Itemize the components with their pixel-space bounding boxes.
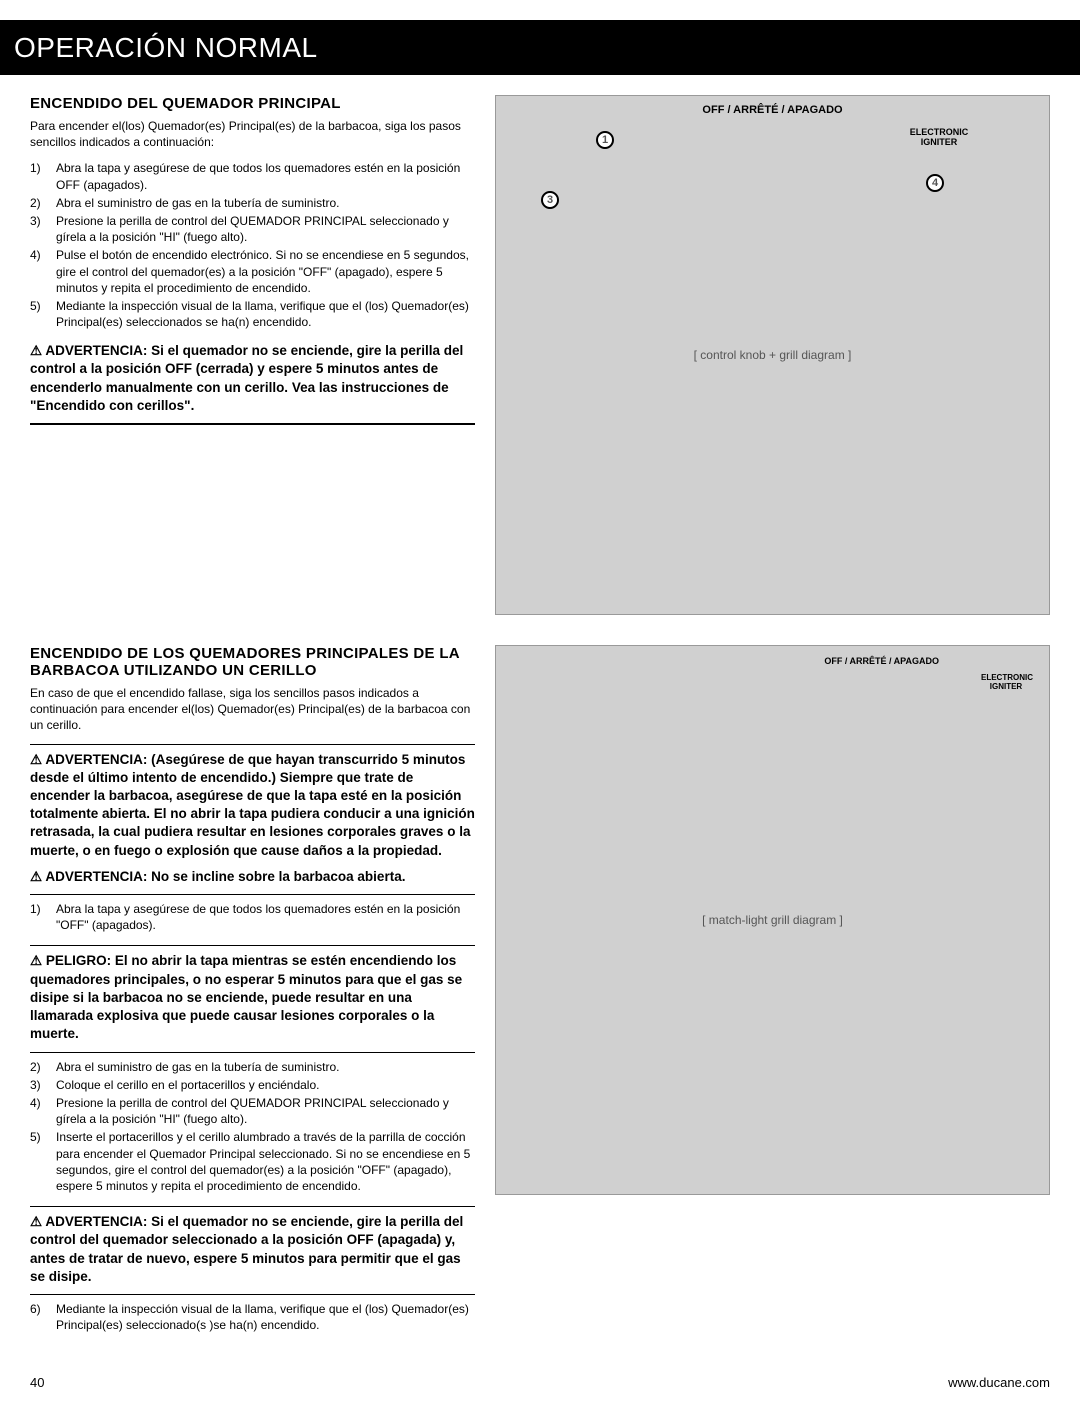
divider-thin bbox=[30, 894, 475, 895]
divider-thin bbox=[30, 945, 475, 946]
step-item: 3)Presione la perilla de control del QUE… bbox=[30, 213, 475, 245]
step-text: Inserte el portacerillos y el cerillo al… bbox=[56, 1129, 475, 1194]
step-num: 2) bbox=[30, 195, 56, 211]
step-text: Presione la perilla de control del QUEMA… bbox=[56, 1095, 475, 1127]
igniter-label: ELECTRONIC IGNITER bbox=[909, 128, 969, 148]
step-num: 2) bbox=[30, 1059, 56, 1075]
step-num: 1) bbox=[30, 901, 56, 933]
step-num: 1) bbox=[30, 160, 56, 192]
igniter-label: ELECTRONIC IGNITER bbox=[981, 674, 1031, 692]
manual-page: OPERACIÓN NORMAL ENCENDIDO DEL QUEMADOR … bbox=[0, 20, 1080, 1415]
step-text: Presione la perilla de control del QUEMA… bbox=[56, 213, 475, 245]
section2-intro: En caso de que el encendido fallase, sig… bbox=[30, 685, 475, 734]
divider-thin bbox=[30, 1052, 475, 1053]
step-item: 1)Abra la tapa y asegúrese de que todos … bbox=[30, 901, 475, 933]
section-banner: OPERACIÓN NORMAL bbox=[0, 20, 1080, 75]
step-item: 3)Coloque el cerillo en el portacerillos… bbox=[30, 1077, 475, 1093]
section2-warn4: ⚠ ADVERTENCIA: Si el quemador no se enci… bbox=[30, 1213, 475, 1286]
step-item: 4)Presione la perilla de control del QUE… bbox=[30, 1095, 475, 1127]
step-num: 4) bbox=[30, 247, 56, 296]
section1-steps: 1)Abra la tapa y asegúrese de que todos … bbox=[30, 160, 475, 330]
callout-4: 4 bbox=[926, 174, 944, 192]
section2-step6: 6)Mediante la inspección visual de la ll… bbox=[30, 1301, 475, 1333]
divider bbox=[30, 423, 475, 425]
footer-url: www.ducane.com bbox=[948, 1375, 1050, 1390]
section1-columns: ENCENDIDO DEL QUEMADOR PRINCIPAL Para en… bbox=[30, 95, 1050, 615]
step-text: Abra el suministro de gas en la tubería … bbox=[56, 195, 475, 211]
section1-text: ENCENDIDO DEL QUEMADOR PRINCIPAL Para en… bbox=[30, 95, 475, 615]
step-num: 4) bbox=[30, 1095, 56, 1127]
section2-text: ENCENDIDO DE LOS QUEMADORES PRINCIPALES … bbox=[30, 645, 475, 1345]
page-footer: 40 www.ducane.com bbox=[30, 1375, 1050, 1390]
knob-label-top: OFF / ARRÊTÉ / APAGADO bbox=[824, 656, 939, 666]
figure2-box: OFF / ARRÊTÉ / APAGADO ELECTRONIC IGNITE… bbox=[495, 645, 1050, 1195]
section2-steps-b: 2)Abra el suministro de gas en la tuberí… bbox=[30, 1059, 475, 1195]
step-num: 6) bbox=[30, 1301, 56, 1333]
step-text: Coloque el cerillo en el portacerillos y… bbox=[56, 1077, 475, 1093]
divider-thin bbox=[30, 1206, 475, 1207]
step-text: Abra la tapa y asegúrese de que todos lo… bbox=[56, 160, 475, 192]
step-text: Abra el suministro de gas en la tubería … bbox=[56, 1059, 475, 1075]
banner-title: OPERACIÓN NORMAL bbox=[14, 32, 318, 64]
callout-3: 3 bbox=[541, 191, 559, 209]
step-num: 5) bbox=[30, 298, 56, 330]
step-num: 3) bbox=[30, 1077, 56, 1093]
section2-figure: OFF / ARRÊTÉ / APAGADO ELECTRONIC IGNITE… bbox=[495, 645, 1050, 1345]
step-text: Mediante la inspección visual de la llam… bbox=[56, 298, 475, 330]
step-text: Pulse el botón de encendido electrónico.… bbox=[56, 247, 475, 296]
step-text: Mediante la inspección visual de la llam… bbox=[56, 1301, 475, 1333]
callout-1: 1 bbox=[596, 131, 614, 149]
page-number: 40 bbox=[30, 1375, 44, 1390]
step-item: 5)Inserte el portacerillos y el cerillo … bbox=[30, 1129, 475, 1194]
step-item: 1)Abra la tapa y asegúrese de que todos … bbox=[30, 160, 475, 192]
step-item: 2)Abra el suministro de gas en la tuberí… bbox=[30, 1059, 475, 1075]
step-item: 4)Pulse el botón de encendido electrónic… bbox=[30, 247, 475, 296]
figure2-placeholder: [ match-light grill diagram ] bbox=[702, 913, 843, 927]
step-item: 6)Mediante la inspección visual de la ll… bbox=[30, 1301, 475, 1333]
step-num: 5) bbox=[30, 1129, 56, 1194]
figure1-box: OFF / ARRÊTÉ / APAGADO [ control knob + … bbox=[495, 95, 1050, 615]
section1-heading: ENCENDIDO DEL QUEMADOR PRINCIPAL bbox=[30, 95, 475, 112]
section1-intro: Para encender el(los) Quemador(es) Princ… bbox=[30, 118, 475, 150]
section2-warn1: ⚠ ADVERTENCIA: (Asegúrese de que hayan t… bbox=[30, 751, 475, 860]
step-item: 2)Abra el suministro de gas en la tuberí… bbox=[30, 195, 475, 211]
step-item: 5)Mediante la inspección visual de la ll… bbox=[30, 298, 475, 330]
divider-thin bbox=[30, 1294, 475, 1295]
section2-warn2: ⚠ ADVERTENCIA: No se incline sobre la ba… bbox=[30, 868, 475, 886]
divider-thin bbox=[30, 744, 475, 745]
figure1-placeholder: [ control knob + grill diagram ] bbox=[694, 348, 852, 362]
knob-label-top: OFF / ARRÊTÉ / APAGADO bbox=[496, 104, 1049, 116]
section2-step1: 1)Abra la tapa y asegúrese de que todos … bbox=[30, 901, 475, 933]
step-num: 3) bbox=[30, 213, 56, 245]
step-text: Abra la tapa y asegúrese de que todos lo… bbox=[56, 901, 475, 933]
section2-heading: ENCENDIDO DE LOS QUEMADORES PRINCIPALES … bbox=[30, 645, 475, 679]
section2-columns: ENCENDIDO DE LOS QUEMADORES PRINCIPALES … bbox=[30, 645, 1050, 1345]
section1-warning: ⚠ ADVERTENCIA: Si el quemador no se enci… bbox=[30, 342, 475, 415]
section2-warn3: ⚠ PELIGRO: El no abrir la tapa mientras … bbox=[30, 952, 475, 1043]
section1-figure: OFF / ARRÊTÉ / APAGADO [ control knob + … bbox=[495, 95, 1050, 615]
